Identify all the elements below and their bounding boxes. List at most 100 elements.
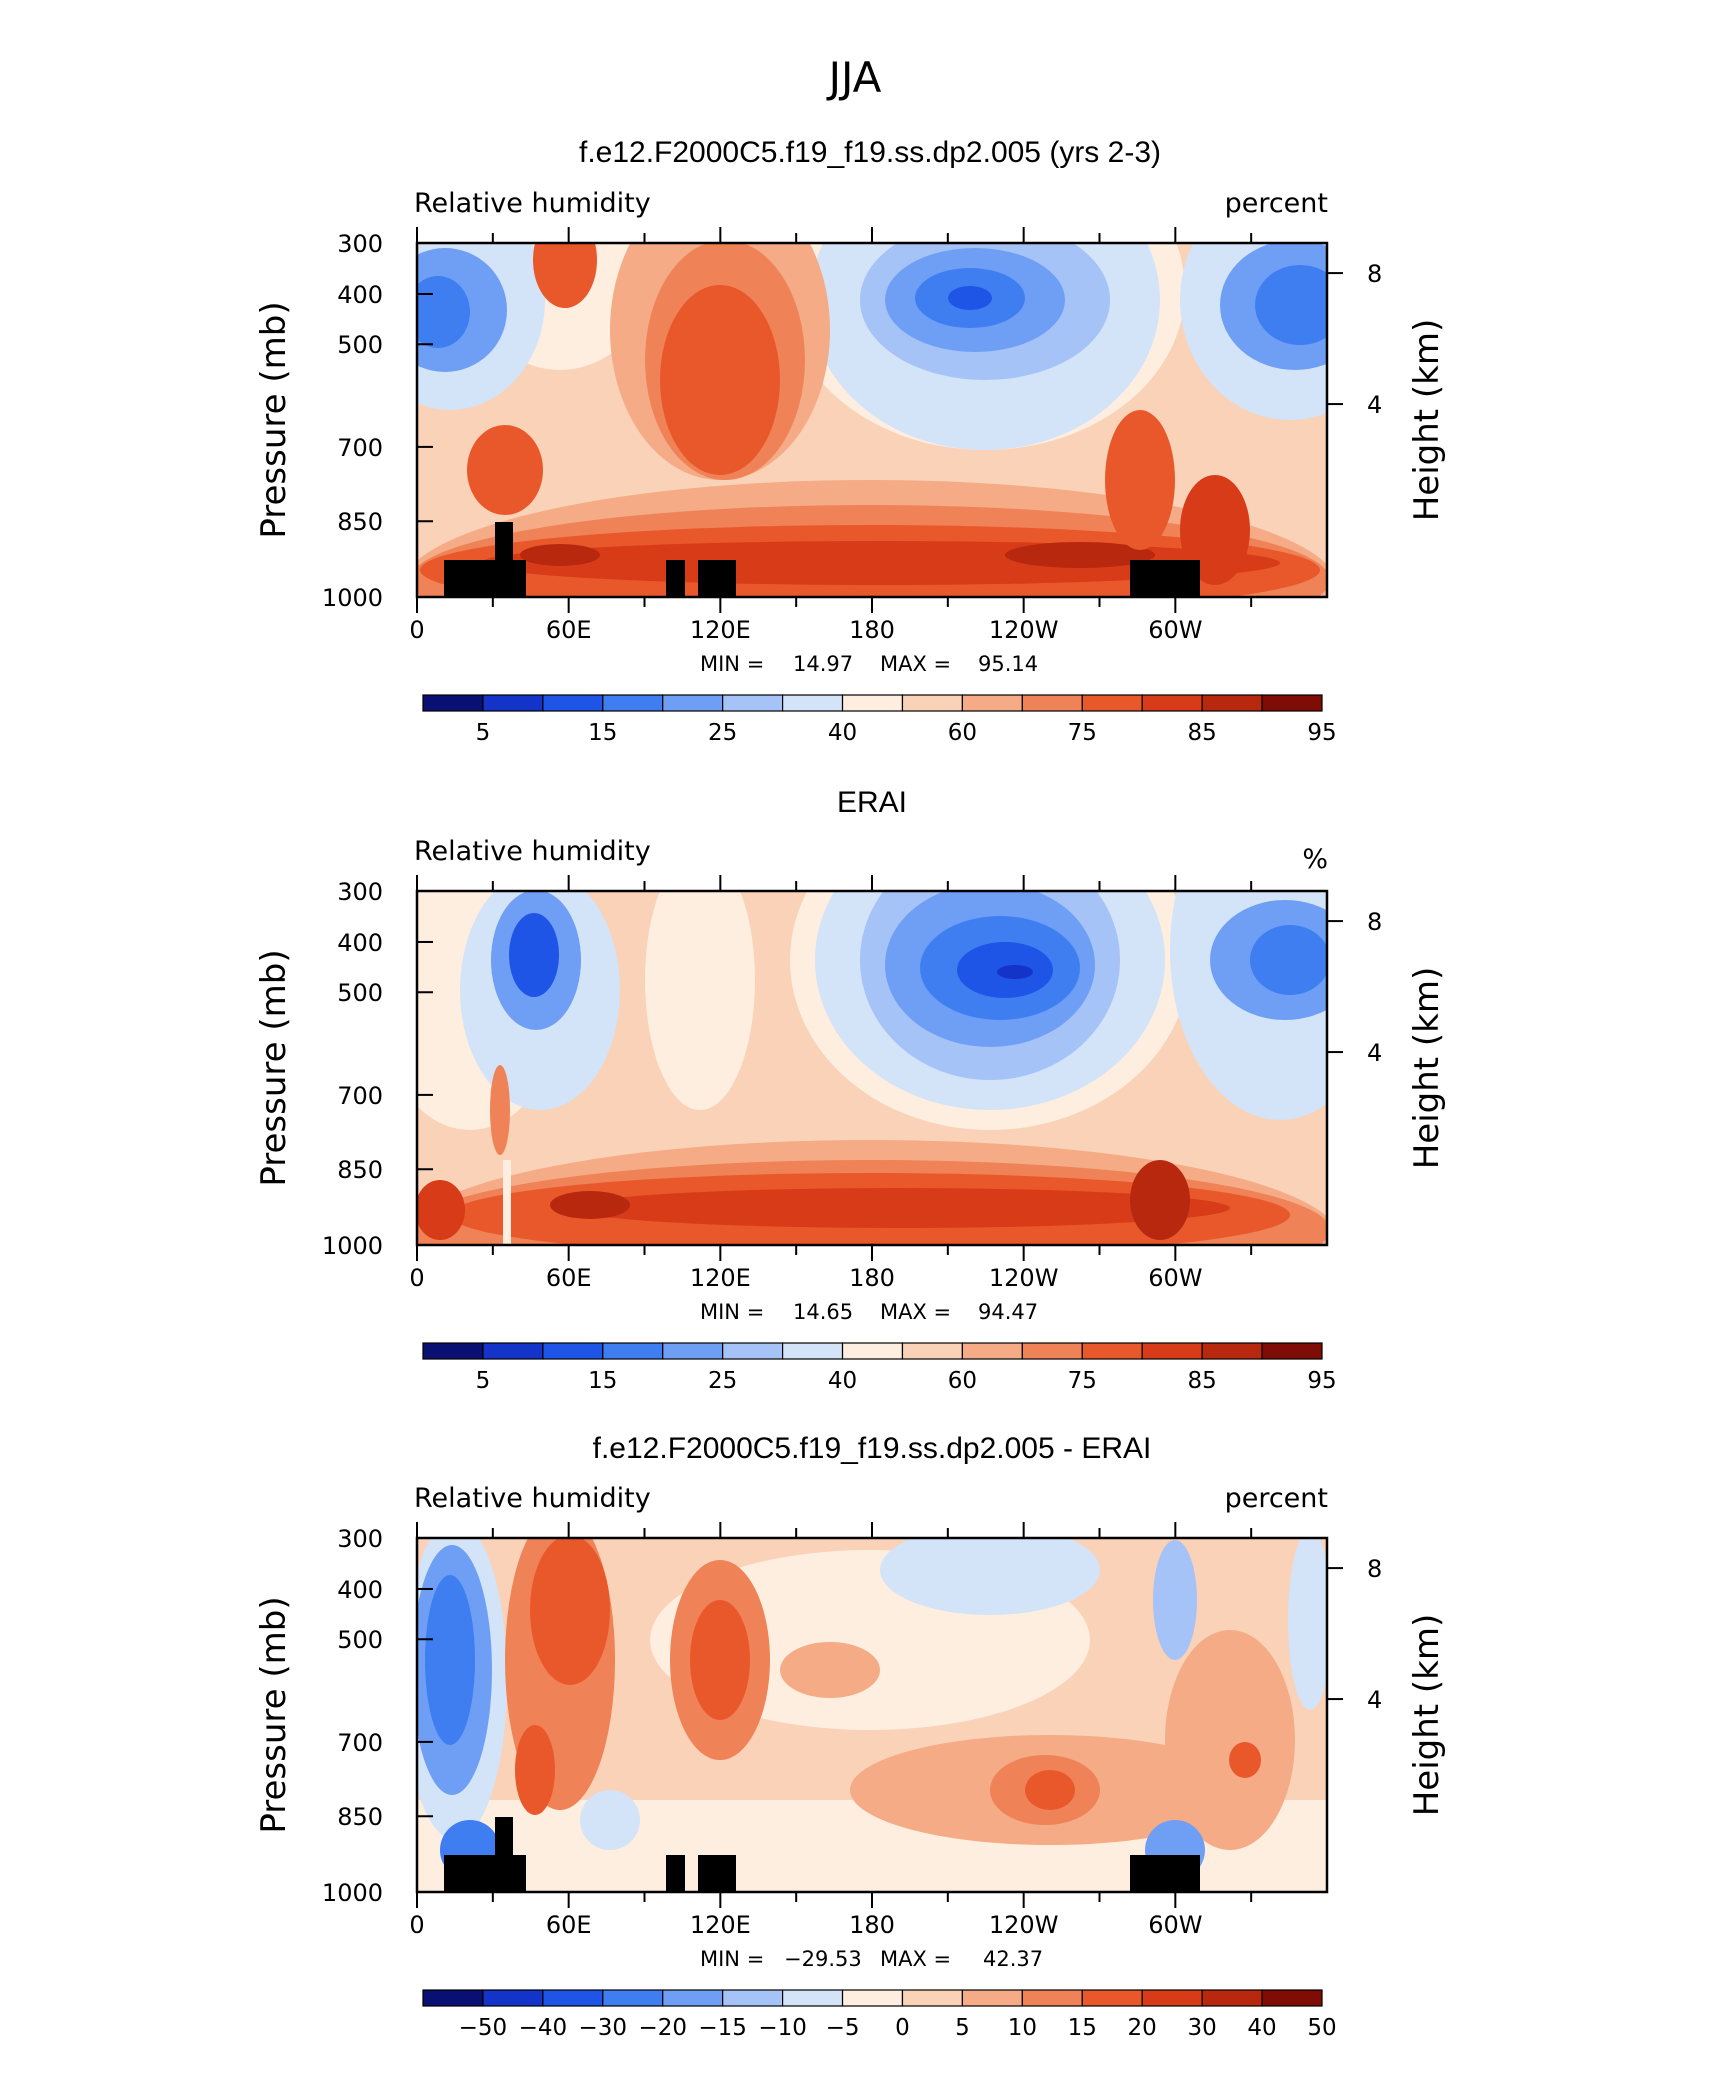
contour-region — [417, 276, 470, 348]
panel-title: ERAI — [837, 786, 907, 819]
lon-tick-label: 120E — [690, 1911, 751, 1939]
contour-region — [467, 425, 543, 515]
lon-tick-label: 60W — [1148, 1911, 1202, 1939]
contour-region — [425, 1575, 475, 1745]
max-label: MAX = — [880, 1300, 951, 1324]
contour-region — [948, 286, 992, 310]
colorbar-segment — [422, 1342, 484, 1360]
colorbar-segment — [662, 694, 724, 712]
colorbar-label: −10 — [758, 2015, 807, 2041]
colorbar-label: 15 — [588, 720, 617, 746]
colorbar-segment — [1021, 694, 1083, 712]
colorbar-label: 5 — [476, 720, 491, 746]
pressure-tick-label: 500 — [337, 979, 383, 1007]
terrain-mask — [495, 1817, 513, 1855]
contour-region — [533, 243, 597, 308]
colorbar-segment — [1141, 1342, 1203, 1360]
colorbar-segment — [901, 1989, 964, 2007]
colorbar-segment — [482, 1989, 544, 2007]
colorbar-label: 75 — [1068, 1368, 1097, 1394]
contour-region — [1250, 925, 1327, 995]
min-label: MIN = — [700, 1947, 764, 1971]
contour-region — [490, 1065, 510, 1155]
colorbar-label: 85 — [1187, 720, 1216, 746]
y2-axis-title: Height (km) — [1407, 319, 1447, 522]
colorbar-segment — [781, 1342, 844, 1360]
terrain-mask — [1130, 560, 1200, 597]
colorbar-label: −40 — [519, 2015, 568, 2041]
colorbar-segment — [602, 1342, 664, 1360]
colorbar-segment — [602, 1989, 664, 2007]
lon-tick-label: 120W — [989, 616, 1059, 644]
terrain-mask — [666, 1855, 685, 1892]
max-value: 94.47 — [978, 1300, 1038, 1324]
lon-tick-label: 60E — [546, 616, 592, 644]
colorbar-label: 25 — [708, 1368, 737, 1394]
figure-title: JJA — [826, 53, 882, 102]
colorbar-segment — [1201, 1342, 1263, 1360]
colorbar-label: 15 — [1068, 2015, 1097, 2041]
min-label: MIN = — [700, 652, 764, 676]
colorbar-label: −5 — [826, 2015, 860, 2041]
pressure-tick-label: 300 — [337, 230, 383, 258]
axes: 300 400 500 700 850 1000 8 4 0 60E 120E 180 120W 60W — [322, 227, 1382, 644]
lon-tick-label: 60E — [546, 1264, 592, 1292]
colorbar-segment — [482, 1342, 544, 1360]
colorbar: −50 −40 −30 −20 −15 −10 −5 0 5 10 15 20 30 40 50 — [422, 1989, 1337, 2041]
colorbar-label: 60 — [948, 720, 977, 746]
contour-region — [1130, 1160, 1190, 1240]
colorbar-segment — [482, 694, 544, 712]
colorbar-segment — [961, 694, 1023, 712]
contour-region — [417, 1180, 465, 1240]
lon-tick-label: 120W — [989, 1911, 1059, 1939]
colorbar-segment — [1261, 694, 1323, 712]
pressure-tick-label: 700 — [337, 1082, 383, 1110]
lon-tick-label: 60E — [546, 1911, 592, 1939]
colorbar-segment — [1021, 1342, 1083, 1360]
lon-tick-label: 180 — [849, 616, 895, 644]
pressure-tick-label: 300 — [337, 878, 383, 906]
contour-region — [1105, 410, 1175, 550]
contour-region — [690, 1600, 750, 1720]
pressure-tick-label: 400 — [337, 929, 383, 957]
colorbar-segment — [722, 694, 784, 712]
colorbar-label: 85 — [1187, 1368, 1216, 1394]
pressure-tick-label: 700 — [337, 1729, 383, 1757]
colorbar-segment — [1081, 694, 1143, 712]
colorbar-segment — [1201, 1989, 1263, 2007]
panel-erai: ERAI Relative humidity % — [254, 786, 1447, 1394]
panel-title: f.e12.F2000C5.f19_f19.ss.dp2.005 (yrs 2-… — [579, 136, 1161, 169]
contour-region — [1255, 265, 1327, 345]
variable-label: Relative humidity — [414, 1483, 651, 1514]
colorbar: 5 15 25 40 60 75 85 95 — [422, 694, 1337, 746]
lon-tick-label: 180 — [849, 1911, 895, 1939]
max-value: 95.14 — [978, 652, 1038, 676]
units-label: percent — [1225, 1483, 1328, 1514]
contour-region — [645, 891, 755, 1110]
pressure-tick-label: 1000 — [322, 1879, 383, 1907]
lon-tick-label: 120W — [989, 1264, 1059, 1292]
pressure-tick-label: 1000 — [322, 584, 383, 612]
terrain-mask — [698, 560, 736, 597]
height-tick-label: 8 — [1367, 1555, 1382, 1583]
pressure-tick-label: 850 — [337, 1156, 383, 1184]
colorbar-segment — [781, 1989, 844, 2007]
contour-region — [1153, 1540, 1197, 1660]
colorbar-segment — [722, 1989, 784, 2007]
contour-region — [550, 1191, 630, 1219]
colorbar-segment — [1021, 1989, 1083, 2007]
pressure-tick-label: 850 — [337, 508, 383, 536]
contour-region — [997, 965, 1033, 979]
contour-region — [1005, 542, 1155, 568]
panel-model: f.e12.F2000C5.f19_f19.ss.dp2.005 (yrs 2-… — [254, 136, 1447, 746]
max-value: 42.37 — [983, 1947, 1043, 1971]
colorbar-segment — [841, 1342, 904, 1360]
colorbar-segment — [1261, 1342, 1323, 1360]
colorbar-segment — [961, 1989, 1023, 2007]
contour-field — [417, 243, 1327, 597]
min-value: −29.53 — [784, 1947, 862, 1971]
axes: 300 400 500 700 850 1000 8 4 0 60E 120E 180 120W 60W — [322, 1522, 1382, 1939]
colorbar-segment — [1141, 694, 1203, 712]
colorbar-label: 15 — [588, 1368, 617, 1394]
lon-tick-label: 180 — [849, 1264, 895, 1292]
